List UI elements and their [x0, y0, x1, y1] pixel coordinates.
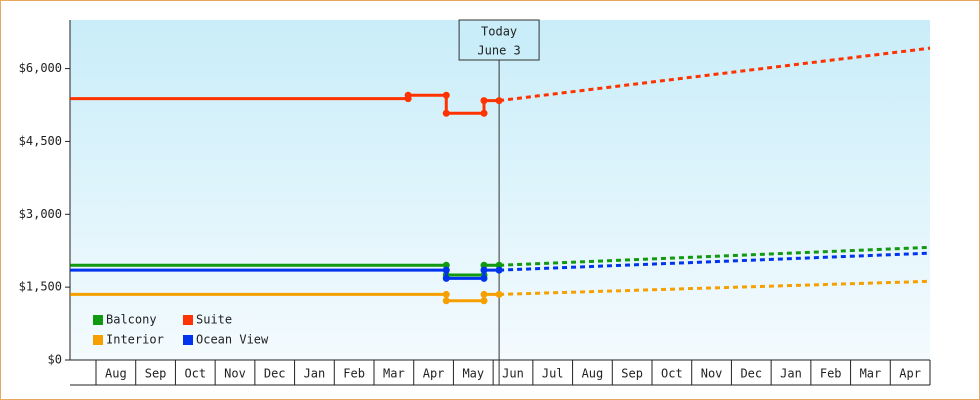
legend-label: Suite	[196, 313, 232, 327]
today-date: June 3	[477, 44, 520, 58]
today-box	[458, 19, 540, 61]
point	[404, 91, 412, 99]
legend-label: Ocean View	[196, 333, 269, 347]
point	[442, 91, 450, 99]
point	[442, 297, 450, 305]
x-tick-label: Jan	[304, 367, 326, 381]
x-tick-label: Jan	[780, 367, 802, 381]
legend-label: Interior	[106, 333, 164, 347]
point	[495, 290, 503, 298]
x-tick-label: Apr	[899, 367, 921, 381]
y-tick-label: $3,000	[19, 207, 62, 221]
legend-swatch	[93, 315, 103, 325]
y-tick-label: $6,000	[19, 61, 62, 75]
today-label: Today	[481, 25, 517, 39]
x-tick-label: Feb	[820, 367, 842, 381]
x-tick-label: Apr	[423, 367, 445, 381]
x-tick-label: Oct	[661, 367, 683, 381]
x-tick-label: May	[462, 367, 484, 381]
y-tick-label: $1,500	[19, 280, 62, 294]
legend-swatch	[183, 315, 193, 325]
point	[442, 274, 450, 282]
y-tick-label: $0	[48, 353, 62, 367]
legend-label: Balcony	[106, 313, 157, 327]
legend-swatch	[183, 335, 193, 345]
point	[480, 97, 488, 105]
point	[480, 274, 488, 282]
point	[480, 290, 488, 298]
x-tick-label: Mar	[860, 367, 882, 381]
point	[442, 109, 450, 117]
point	[442, 266, 450, 274]
x-tick-label: Mar	[383, 367, 405, 381]
x-tick-label: Oct	[184, 367, 206, 381]
x-tick-label: Jun	[502, 367, 524, 381]
x-tick-label: Dec	[264, 367, 286, 381]
point	[480, 297, 488, 305]
point	[480, 109, 488, 117]
x-tick-label: Aug	[105, 367, 127, 381]
point	[480, 266, 488, 274]
point	[442, 290, 450, 298]
forecast-line	[498, 46, 931, 103]
x-tick-label: Feb	[343, 367, 365, 381]
x-tick-label: Aug	[582, 367, 604, 381]
x-tick-label: Sep	[621, 367, 643, 381]
plot-area	[70, 20, 930, 360]
y-tick-label: $4,500	[19, 134, 62, 148]
x-tick-label: Nov	[701, 367, 723, 381]
x-tick-label: Jul	[542, 367, 564, 381]
x-tick-label: Nov	[224, 367, 246, 381]
point	[495, 266, 503, 274]
point	[495, 97, 503, 105]
legend-swatch	[93, 335, 103, 345]
x-tick-label: Sep	[145, 367, 167, 381]
point	[495, 261, 503, 269]
point	[480, 261, 488, 269]
point	[442, 261, 450, 269]
x-tick-label: Dec	[740, 367, 762, 381]
